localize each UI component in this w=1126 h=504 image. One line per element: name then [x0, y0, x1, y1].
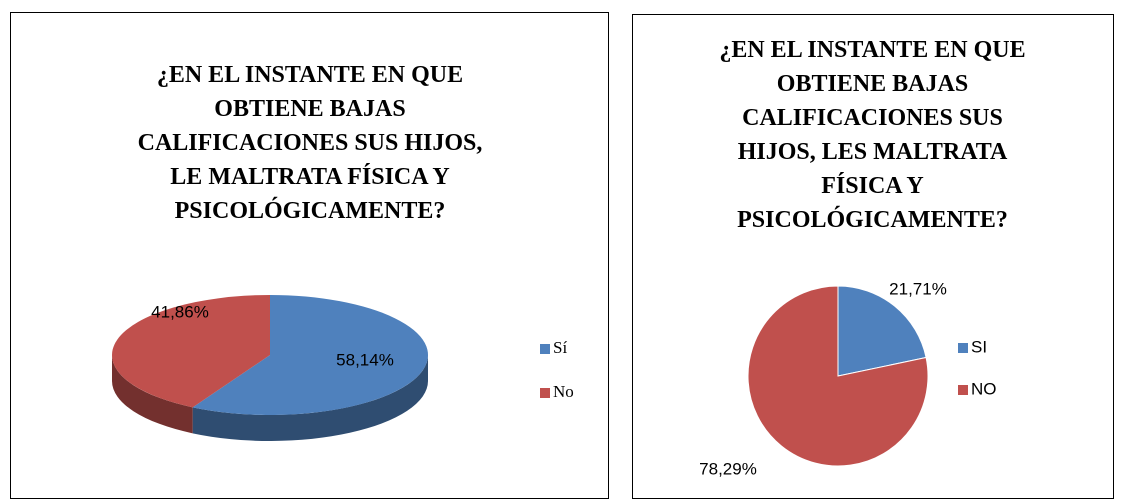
legend-label: No: [553, 382, 574, 401]
pie-side: [192, 355, 428, 442]
chart-title: ¿EN EL INSTANTE EN QUE OBTIENE BAJAS CAL…: [137, 62, 483, 224]
data-label: 58,14%: [336, 350, 394, 369]
pie-side: [112, 355, 193, 434]
chart-title: ¿EN EL INSTANTE EN QUE OBTIENE BAJAS CAL…: [719, 37, 1026, 233]
legend-swatch: [540, 344, 550, 354]
legend-label: NO: [971, 379, 997, 398]
pie-slice: [192, 295, 429, 416]
legend-swatch: [958, 385, 968, 395]
pie-slice: [837, 285, 927, 377]
legend-swatch: [540, 388, 550, 398]
pie-slice: [747, 285, 929, 467]
data-label: 78,29%: [699, 459, 757, 478]
pie-slice: [112, 295, 270, 408]
data-label: 21,71%: [889, 279, 947, 298]
legend-label: SI: [971, 337, 987, 356]
legend-swatch: [958, 343, 968, 353]
data-label: 41,86%: [151, 302, 209, 321]
legend-label: Sí: [553, 338, 567, 357]
